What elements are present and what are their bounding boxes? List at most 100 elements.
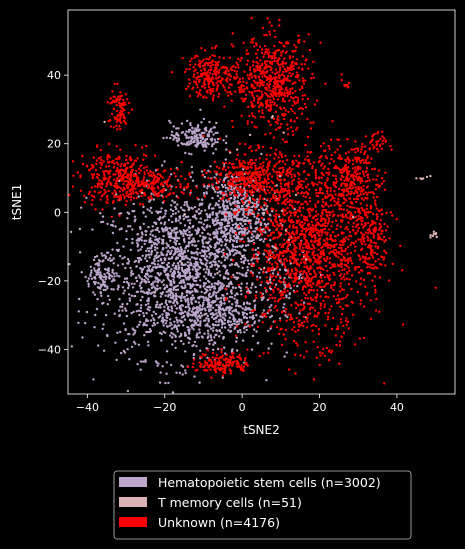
scatter-point	[277, 288, 280, 291]
scatter-point	[165, 303, 169, 306]
scatter-point	[155, 254, 158, 257]
scatter-point	[322, 249, 325, 252]
scatter-point	[170, 280, 173, 283]
scatter-point	[264, 48, 267, 51]
scatter-point	[250, 121, 253, 124]
scatter-point	[327, 194, 330, 198]
scatter-point	[298, 206, 301, 209]
scatter-point	[288, 99, 291, 102]
scatter-point	[274, 92, 277, 95]
scatter-point	[315, 284, 318, 287]
scatter-point	[171, 209, 175, 213]
scatter-point	[324, 82, 327, 85]
scatter-point	[274, 243, 277, 246]
scatter-point	[168, 119, 171, 123]
scatter-point	[116, 264, 120, 267]
scatter-point	[293, 239, 297, 242]
scatter-point	[214, 148, 218, 151]
scatter-point	[168, 324, 171, 327]
scatter-point	[249, 66, 252, 69]
scatter-point	[196, 261, 199, 264]
scatter-point	[362, 278, 366, 282]
scatter-point	[272, 97, 276, 101]
scatter-point	[195, 217, 198, 220]
scatter-point	[130, 311, 133, 315]
scatter-point	[226, 207, 230, 210]
scatter-point	[304, 261, 307, 264]
scatter-point	[265, 50, 269, 53]
scatter-point	[178, 250, 181, 253]
scatter-point	[186, 233, 189, 237]
scatter-point	[292, 280, 295, 283]
scatter-point	[258, 45, 262, 48]
scatter-point	[331, 210, 335, 213]
scatter-point	[267, 269, 271, 272]
scatter-point	[227, 320, 230, 323]
scatter-point	[175, 139, 178, 142]
scatter-point	[339, 282, 343, 285]
scatter-point	[237, 283, 240, 287]
scatter-point	[269, 132, 272, 135]
scatter-point	[324, 259, 328, 263]
scatter-point	[175, 136, 178, 140]
scatter-point	[229, 312, 232, 315]
scatter-point	[220, 221, 223, 225]
scatter-point	[116, 241, 119, 245]
scatter-point	[190, 319, 194, 322]
scatter-point	[201, 245, 205, 248]
scatter-point	[305, 317, 308, 321]
scatter-point	[180, 364, 183, 367]
scatter-point	[324, 324, 327, 327]
scatter-point	[266, 226, 270, 229]
scatter-point	[93, 269, 97, 272]
scatter-point	[357, 265, 361, 269]
scatter-point	[122, 245, 125, 248]
scatter-point	[342, 255, 345, 259]
scatter-point	[239, 86, 243, 90]
scatter-point	[242, 240, 245, 243]
scatter-point	[204, 296, 207, 299]
scatter-point	[281, 311, 284, 314]
scatter-point	[107, 267, 110, 270]
scatter-point	[248, 239, 251, 242]
scatter-point	[156, 247, 159, 250]
scatter-point	[181, 373, 184, 376]
scatter-point	[124, 266, 127, 270]
scatter-point	[136, 233, 140, 236]
scatter-point	[169, 121, 172, 124]
scatter-point	[240, 245, 243, 248]
scatter-point	[164, 212, 167, 215]
scatter-point	[196, 71, 199, 75]
scatter-point	[222, 284, 225, 287]
scatter-point	[337, 301, 341, 304]
scatter-point	[213, 290, 216, 293]
scatter-point	[295, 316, 298, 320]
scatter-point	[333, 273, 336, 276]
scatter-point	[243, 315, 247, 319]
scatter-point	[268, 191, 271, 194]
scatter-point	[293, 112, 296, 115]
scatter-point	[269, 273, 272, 276]
scatter-point	[241, 266, 244, 270]
scatter-point	[312, 340, 315, 343]
scatter-point	[148, 309, 151, 312]
scatter-point	[242, 209, 245, 212]
scatter-point	[115, 358, 118, 362]
scatter-point	[209, 336, 213, 339]
scatter-point	[369, 299, 372, 302]
scatter-point	[281, 62, 284, 65]
scatter-point	[182, 314, 186, 318]
scatter-point	[257, 110, 261, 113]
scatter-point	[352, 313, 355, 316]
scatter-point	[141, 233, 144, 236]
scatter-point	[327, 173, 330, 176]
scatter-point	[200, 121, 203, 124]
scatter-point	[183, 318, 187, 321]
scatter-point	[339, 273, 343, 276]
scatter-point	[190, 310, 193, 313]
scatter-point	[186, 276, 190, 279]
scatter-point	[230, 292, 234, 295]
scatter-point	[216, 141, 219, 144]
scatter-point	[259, 220, 262, 223]
